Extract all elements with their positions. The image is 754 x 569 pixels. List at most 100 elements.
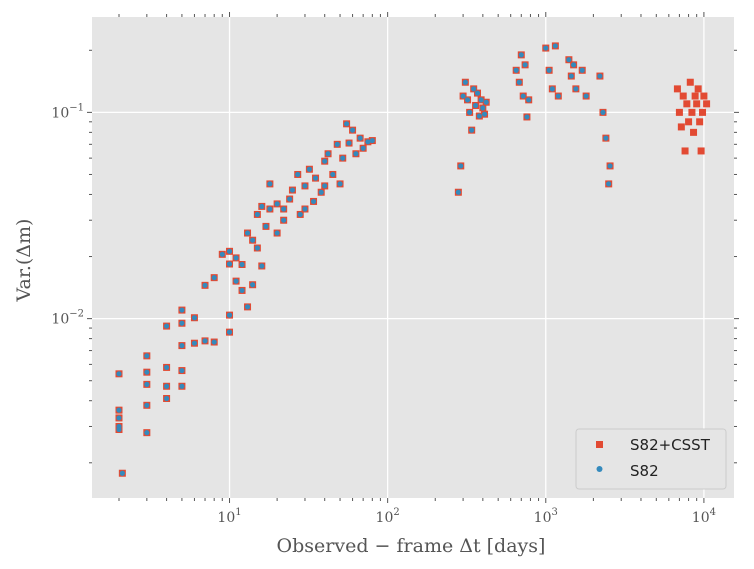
s82-csst-point <box>677 123 685 131</box>
s82-point <box>116 407 122 413</box>
s82-point <box>219 251 225 257</box>
s82-point <box>254 211 260 218</box>
x-tick-label: 104 <box>692 507 716 526</box>
s82-point <box>474 90 481 96</box>
s82-point <box>281 206 287 212</box>
tick-labels: 101 102 103 104 10−2 10−1 <box>51 102 716 526</box>
s82-point <box>179 383 185 389</box>
s82-point <box>334 141 340 147</box>
s82-point <box>274 201 280 207</box>
s82-point <box>600 109 606 115</box>
s82-point <box>239 261 245 268</box>
s82-point <box>211 275 217 281</box>
s82-point <box>318 189 324 195</box>
s82-point <box>330 171 336 178</box>
s82-point <box>211 339 217 345</box>
s82-point <box>455 189 461 195</box>
s82-point <box>322 158 328 164</box>
s82-csst-point <box>673 85 681 93</box>
s82-point <box>526 97 532 103</box>
s82-point <box>163 383 170 389</box>
legend-box <box>575 428 727 490</box>
s82-point <box>233 278 239 284</box>
plot-background <box>92 17 734 498</box>
s82-csst-point <box>683 100 691 108</box>
x-tick-label: 102 <box>376 507 400 526</box>
s82-point <box>365 139 371 145</box>
s82-point <box>116 371 122 377</box>
s82-csst-point <box>703 100 711 108</box>
s82-point <box>119 470 125 476</box>
s82-point <box>281 217 287 223</box>
s82-point <box>340 155 346 161</box>
s82-csst-point <box>699 108 707 116</box>
s82-csst-point <box>686 78 694 86</box>
s82-point <box>144 381 150 387</box>
s82-csst-point <box>685 118 693 126</box>
s82-point <box>287 196 293 202</box>
s82-point <box>295 171 301 178</box>
s82-point <box>302 206 308 212</box>
s82-point <box>522 62 528 68</box>
s82-point <box>226 261 233 267</box>
s82-point <box>369 137 375 144</box>
s82-point <box>267 206 273 212</box>
s82-point <box>306 166 312 172</box>
s82-point <box>226 312 233 318</box>
s82-csst-point <box>694 85 702 93</box>
s82-point <box>312 175 319 181</box>
s82-point <box>549 86 555 92</box>
s82-point <box>568 73 574 79</box>
s82-csst-point <box>700 92 708 100</box>
data-points <box>115 42 711 477</box>
s82-point <box>226 329 233 335</box>
y-tick-label: 10−2 <box>51 309 84 328</box>
s82-point <box>202 338 208 344</box>
s82-point <box>144 402 150 408</box>
s82-csst-point <box>679 92 687 100</box>
s82-point <box>513 67 519 73</box>
s82-point <box>179 367 185 374</box>
s82-point <box>571 62 577 68</box>
s82-point <box>259 203 265 210</box>
legend-label-s82: S82 <box>630 462 659 480</box>
s82-point <box>179 307 185 313</box>
s82-point <box>297 211 303 218</box>
s82-point <box>144 369 150 375</box>
s82-point <box>202 282 208 288</box>
legend: S82+CSST S82 <box>575 428 727 490</box>
s82-point <box>360 145 366 151</box>
s82-csst-point <box>696 118 704 126</box>
s82-point <box>346 140 352 146</box>
s82-point <box>471 86 477 92</box>
s82-point <box>250 237 256 243</box>
s82-csst-point <box>697 147 705 155</box>
s82-point <box>337 181 343 187</box>
s82-point <box>116 415 122 421</box>
s82-csst-point <box>693 100 701 108</box>
s82-point <box>244 304 251 310</box>
s82-point <box>518 52 524 58</box>
s82-point <box>597 73 603 79</box>
s82-point <box>583 93 589 99</box>
s82-point <box>473 102 479 109</box>
s82-point <box>480 105 486 111</box>
s82-point <box>191 340 198 346</box>
s82-point <box>460 93 466 99</box>
s82-point <box>179 342 185 349</box>
s82-point <box>467 109 473 115</box>
s82-point <box>524 114 530 120</box>
s82-point <box>254 245 260 251</box>
legend-marker-s82 <box>596 466 603 472</box>
s82-point <box>462 79 468 85</box>
s82-point <box>603 135 609 141</box>
s82-point <box>163 395 170 402</box>
s82-csst-point <box>681 147 689 155</box>
s82-csst-point <box>675 108 683 116</box>
s82-point <box>483 99 489 105</box>
s82-point <box>469 127 475 133</box>
s82-point <box>606 181 612 187</box>
s82-point <box>520 93 526 99</box>
s82-csst-point <box>688 108 696 116</box>
